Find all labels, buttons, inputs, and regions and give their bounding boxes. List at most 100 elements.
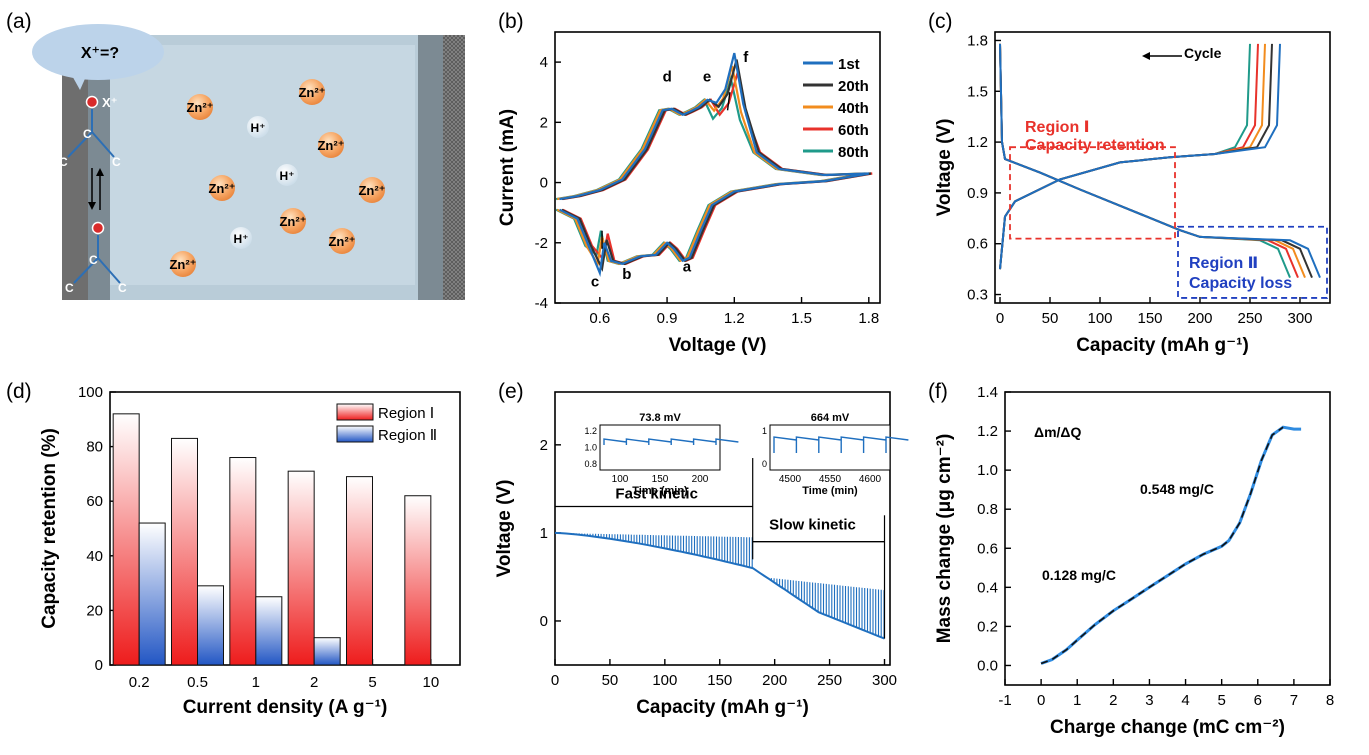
y-tick-label: 0.2 — [977, 618, 998, 635]
right-electrode-face — [418, 35, 443, 300]
inset-xtick: 100 — [612, 474, 629, 485]
region-2-desc: Capacity loss — [1189, 275, 1292, 292]
peak-label: a — [683, 258, 692, 275]
y-tick-label: 0.3 — [967, 287, 988, 304]
peak-label: b — [622, 266, 631, 283]
x-tick-label: 1 — [1073, 692, 1081, 709]
x-tick-label: 250 — [1237, 310, 1262, 327]
x-tick-label: 2 — [1109, 692, 1117, 709]
x-tick-label: 1.8 — [858, 310, 879, 327]
h-ion-label: H⁺ — [234, 232, 249, 246]
y-tick-label: 40 — [86, 548, 103, 565]
inset-ytick: 0 — [762, 459, 767, 469]
h-ion — [276, 164, 298, 186]
bond — [73, 257, 99, 284]
x-tick-label: 0.5 — [187, 674, 208, 691]
inset-frame — [769, 424, 891, 471]
x-axis-label: Current density (A g⁻¹) — [183, 697, 388, 718]
y-tick-label: 0.4 — [977, 579, 998, 596]
zn-ion-label: Zn²⁺ — [298, 85, 325, 100]
x-tick-label: 100 — [652, 672, 677, 689]
plot-frame — [109, 391, 461, 666]
bar-1-5 — [346, 476, 373, 666]
fast-kinetic-label: Fast kinetic — [615, 485, 698, 502]
legend-label: Region Ⅱ — [378, 427, 437, 444]
cycle-label: Cycle — [1184, 45, 1222, 61]
peak-label: f — [743, 49, 749, 66]
y-tick-label: 0.0 — [977, 657, 998, 674]
region-2-box — [1177, 225, 1328, 299]
zn-ion-label: Zn²⁺ — [208, 181, 235, 196]
bar-1-2 — [287, 470, 315, 666]
y-tick-label: 0 — [540, 175, 548, 192]
x-axis-label: Charge change (mC cm⁻²) — [1050, 717, 1285, 738]
inset-xlabel: Time (min) — [802, 485, 858, 497]
oxygen-atom — [85, 95, 99, 109]
x-tick-label: 50 — [1042, 310, 1059, 327]
inset-curve — [603, 438, 739, 445]
x-tick-label: 5 — [368, 674, 376, 691]
carbon-label: C — [89, 253, 98, 267]
panel-label: (a) — [6, 10, 32, 33]
carbon-label: C — [118, 281, 127, 295]
x-tick-label: 1.5 — [791, 310, 812, 327]
bar-2-0.5 — [197, 585, 224, 666]
x-tick-label: 5 — [1217, 692, 1225, 709]
x-tick-label: 150 — [1137, 310, 1162, 327]
charge-curve — [999, 43, 1259, 270]
zn-ion-label: Zn²⁺ — [279, 214, 306, 229]
inset-ytick: 1.0 — [584, 443, 597, 453]
y-tick-label: 80 — [86, 439, 103, 456]
eqcm-title: Δm/ΔQ — [1034, 424, 1081, 440]
y-tick-label: 0.6 — [967, 236, 988, 253]
zn-ion — [170, 251, 196, 277]
region-2-label: Region Ⅱ — [1189, 255, 1258, 272]
y-tick-label: 2 — [540, 114, 548, 131]
y-tick-label: 0.8 — [977, 501, 998, 518]
region-1-desc: Capacity retention — [1025, 137, 1165, 154]
y-tick-label: 100 — [78, 384, 103, 401]
panel-label: (b) — [498, 10, 524, 33]
x-tick-label: 0.2 — [129, 674, 150, 691]
cv-curve-40th — [556, 65, 867, 267]
x-tick-label: 0 — [551, 672, 559, 689]
bond — [67, 131, 93, 158]
bar-2-1 — [255, 596, 283, 666]
plot-frame — [554, 391, 891, 666]
slope-low-label: 0.128 mg/C — [1042, 567, 1116, 583]
x-tick-label: 1.2 — [724, 310, 745, 327]
h-ion-label: H⁺ — [280, 169, 295, 183]
y-tick-label: 0 — [540, 613, 548, 630]
x-tick-label: 300 — [1287, 310, 1312, 327]
y-tick-label: 2 — [540, 437, 548, 454]
peak-label: c — [591, 273, 599, 290]
x-tick-label: 0.6 — [589, 310, 610, 327]
y-tick-label: 0.6 — [977, 540, 998, 557]
legend-swatch — [336, 403, 374, 421]
charge-curve — [999, 43, 1281, 270]
h-ion — [247, 116, 269, 138]
y-axis-label: Capacity retention (%) — [39, 428, 60, 629]
y-tick-label: 1.8 — [967, 32, 988, 49]
plot-frame — [554, 31, 881, 304]
gitt-envelope — [554, 531, 885, 640]
h-ion — [230, 227, 252, 249]
inset-ytick: 1.2 — [584, 426, 597, 436]
x-tick-label: 8 — [1326, 692, 1334, 709]
fit-line — [1040, 426, 1284, 665]
gitt-pulses — [559, 533, 885, 639]
bar-2-2 — [313, 637, 341, 666]
panel-c-gcd-chart: (c) 0 50 100 150 200 250 300 0.3 0.6 0.9 1.2 1.5 1.8 C… — [928, 10, 1331, 356]
inset-xtick: 4550 — [819, 474, 842, 485]
y-axis-label: Voltage (V) — [934, 119, 955, 217]
bond — [97, 257, 121, 284]
arrowhead — [96, 168, 104, 176]
zn-ion-label: Zn²⁺ — [169, 257, 196, 272]
zn-ion — [318, 132, 344, 158]
inset-curve — [773, 436, 909, 453]
bar-2-0.2 — [138, 522, 166, 666]
legend-label: Region Ⅰ — [378, 405, 434, 422]
peak-label: d — [663, 69, 672, 86]
panel-d-bar-chart: (d) 0 20 40 60 80 100 0.2 0.5 1 2 5 10 Current densit… — [6, 380, 461, 718]
